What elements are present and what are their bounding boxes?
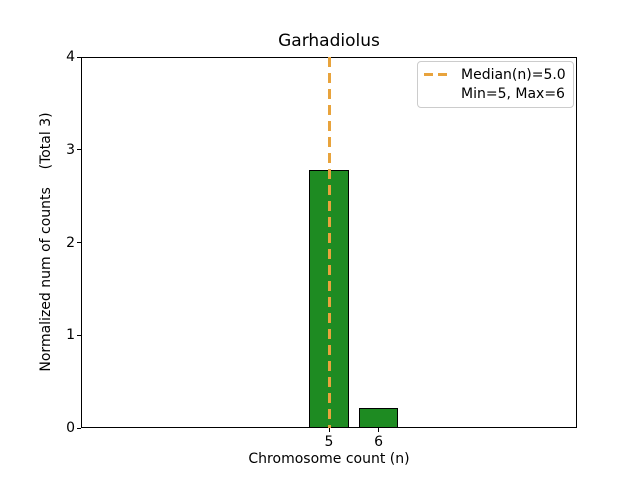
y-tick-mark: [77, 149, 81, 151]
y-tick-mark: [77, 56, 81, 58]
y-tick-label: 4: [66, 49, 75, 65]
y-tick-mark: [77, 427, 81, 429]
y-tick-label: 3: [66, 141, 75, 158]
y-tick-label: 0: [66, 420, 75, 436]
bar-6: [358, 407, 399, 428]
y-tick-label: 2: [66, 234, 75, 251]
legend-label-minmax: Min=5, Max=6: [461, 86, 565, 103]
legend-item-median: Median(n)=5.0: [424, 65, 567, 84]
chart-title: Garhadiolus: [278, 31, 380, 51]
x-tick-mark: [328, 428, 330, 432]
legend-handle-spacer: [424, 93, 450, 96]
x-tick-label: 5: [324, 434, 334, 450]
median-line: [327, 57, 331, 428]
legend-label-median: Median(n)=5.0: [461, 66, 566, 83]
x-tick-label: 6: [374, 434, 384, 450]
median-dash-sample-icon: [424, 73, 450, 77]
legend: Median(n)=5.0 Min=5, Max=6: [417, 61, 574, 108]
x-axis-label: Chromosome count (n): [248, 451, 410, 467]
y-tick-mark: [77, 242, 81, 243]
legend-item-minmax: Min=5, Max=6: [424, 85, 567, 104]
y-tick-mark: [77, 334, 81, 336]
x-tick-mark: [378, 428, 380, 432]
y-tick-label: 1: [66, 327, 75, 344]
